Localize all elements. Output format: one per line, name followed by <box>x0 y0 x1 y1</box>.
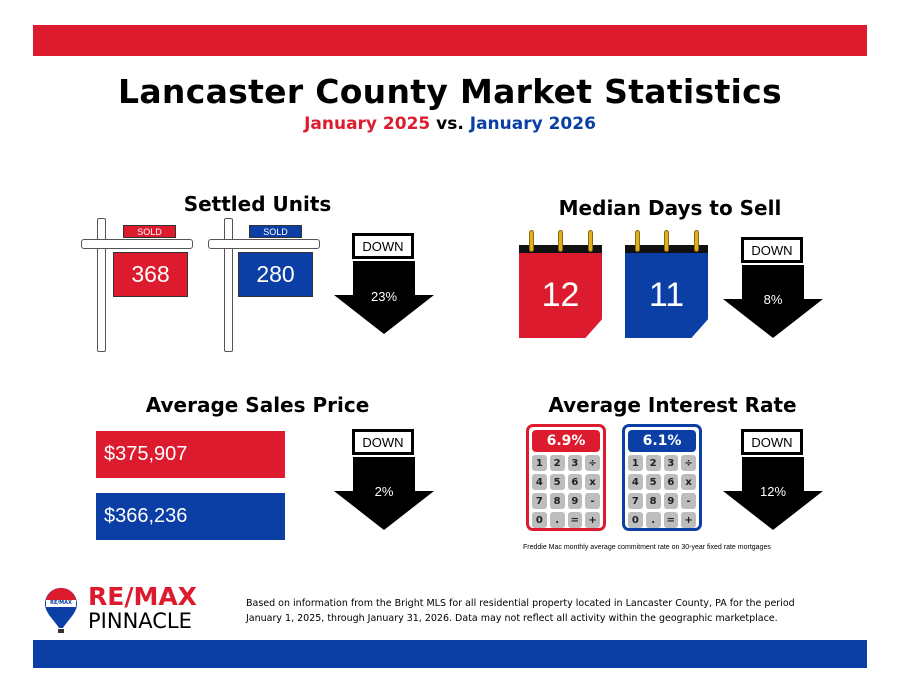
logo-bottom: PINNACLE <box>88 609 192 633</box>
calculator-a: 6.9% 1 2 3 ÷ 4 5 6 x 7 8 9- 0. = + <box>526 424 606 531</box>
disclaimer: Based on information from the Bright MLS… <box>246 596 846 626</box>
calculator-key: 0 <box>628 512 643 528</box>
calculator-key: 2 <box>549 455 565 471</box>
calculator-key: 3 <box>663 455 679 471</box>
calculator-key: . <box>549 512 565 528</box>
calculator-key: 0 <box>532 512 547 528</box>
calculator-key: 9 <box>663 493 679 509</box>
ring-icon <box>588 230 593 252</box>
calculator-b: 6.1% 1 2 3 ÷ 4 5 6 x 7 8 9- 0. = + <box>622 424 702 531</box>
calculator-key: 5 <box>549 474 565 490</box>
interest-rate-note: Freddie Mac monthly average commitment r… <box>523 544 771 551</box>
ring-icon <box>529 230 534 252</box>
interest-rate-b: 6.1% <box>628 430 696 452</box>
sign-post <box>224 218 233 352</box>
down-arrow-icon <box>723 457 823 530</box>
calculator-key: 6 <box>567 474 583 490</box>
sign-post <box>97 218 106 352</box>
settled-units-b: 280 <box>238 252 313 297</box>
disclaimer-line: Based on information from the Bright MLS… <box>246 598 795 609</box>
calculator-key: 6 <box>663 474 679 490</box>
calculator-key: = <box>567 512 583 528</box>
sign-crossbar <box>208 239 320 249</box>
calculator-key: 3 <box>567 455 583 471</box>
balloon-text: RE/MAX <box>50 600 72 606</box>
median-days-a: 12 <box>519 253 602 338</box>
disclaimer-line: January 1, 2025, through January 31, 202… <box>246 613 778 624</box>
direction-label: DOWN <box>741 237 803 263</box>
avg-price-b: $366,236 <box>96 493 285 540</box>
calculator-key: 1 <box>532 455 547 471</box>
calculator-key: x <box>585 474 600 490</box>
calculator-key: - <box>681 493 696 509</box>
calculator-key: x <box>681 474 696 490</box>
bottom-band <box>33 640 867 668</box>
calculator-key: + <box>585 512 600 528</box>
calculator-keys: 1 2 3 ÷ 4 5 6 x 7 8 9- 0. = + <box>628 455 696 528</box>
calculator-key: - <box>585 493 600 509</box>
ring-icon <box>664 230 669 252</box>
settled-units-title: Settled Units <box>183 192 332 216</box>
calculator-key: 8 <box>645 493 661 509</box>
period-b: January 2026 <box>469 114 596 134</box>
calculator-key: 7 <box>532 493 547 509</box>
vs-label: vs. <box>436 114 464 134</box>
down-arrow-icon <box>723 265 823 338</box>
sold-label: SOLD <box>249 225 302 238</box>
change-percent: 23% <box>370 289 398 304</box>
page-title: Lancaster County Market Statistics <box>118 72 782 111</box>
direction-label: DOWN <box>352 233 414 259</box>
calculator-key: 4 <box>628 474 643 490</box>
interest-rate-a: 6.9% <box>532 430 600 452</box>
ring-icon <box>694 230 699 252</box>
calculator-key: 4 <box>532 474 547 490</box>
top-band <box>33 25 867 56</box>
median-days-b: 11 <box>625 253 708 338</box>
page-subtitle: January 2025 vs. January 2026 <box>0 114 900 134</box>
balloon-logo-icon: RE/MAX <box>43 586 79 634</box>
down-arrow-icon <box>334 261 434 334</box>
calculator-key: 2 <box>645 455 661 471</box>
interest-rate-title: Average Interest Rate <box>548 393 797 417</box>
change-percent: 8% <box>763 292 783 307</box>
ring-icon <box>558 230 563 252</box>
period-a: January 2025 <box>304 114 431 134</box>
calculator-key: ÷ <box>585 455 600 471</box>
direction-label: DOWN <box>741 429 803 455</box>
calculator-key: ÷ <box>681 455 696 471</box>
calculator-key: . <box>645 512 661 528</box>
down-arrow-icon <box>334 457 434 530</box>
avg-price-a: $375,907 <box>96 431 285 478</box>
sign-crossbar <box>81 239 193 249</box>
avg-price-title: Average Sales Price <box>145 393 370 417</box>
calculator-key: 7 <box>628 493 643 509</box>
sold-label: SOLD <box>123 225 176 238</box>
calculator-key: 5 <box>645 474 661 490</box>
direction-label: DOWN <box>352 429 414 455</box>
logo-top: RE/MAX <box>88 582 197 611</box>
calculator-key: 1 <box>628 455 643 471</box>
ring-icon <box>635 230 640 252</box>
calculator-key: + <box>681 512 696 528</box>
median-days-title: Median Days to Sell <box>558 196 782 220</box>
calculator-key: 9 <box>567 493 583 509</box>
change-percent: 2% <box>374 484 394 499</box>
calculator-keys: 1 2 3 ÷ 4 5 6 x 7 8 9- 0. = + <box>532 455 600 528</box>
settled-units-a: 368 <box>113 252 188 297</box>
calculator-key: 8 <box>549 493 565 509</box>
change-percent: 12% <box>759 484 787 499</box>
calculator-key: = <box>663 512 679 528</box>
